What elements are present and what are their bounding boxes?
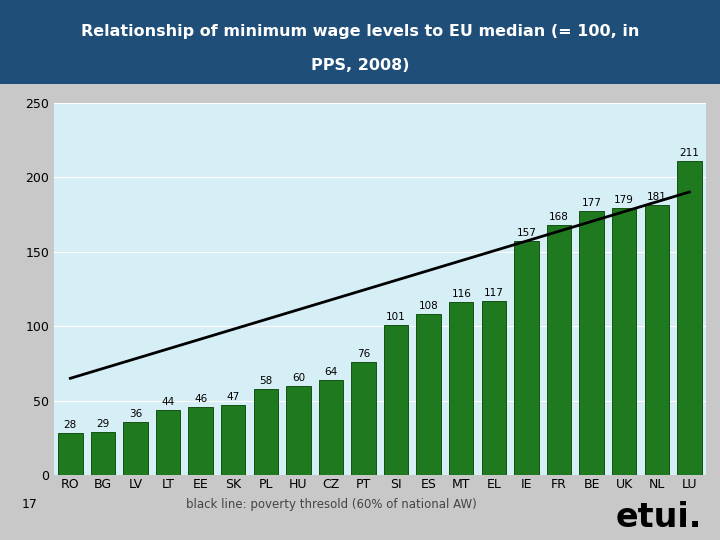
Bar xyxy=(253,389,278,475)
Bar xyxy=(612,208,636,475)
Bar xyxy=(156,410,180,475)
Text: 47: 47 xyxy=(227,392,240,402)
Text: 60: 60 xyxy=(292,373,305,383)
Bar xyxy=(449,302,474,475)
Text: PPS, 2008): PPS, 2008) xyxy=(311,58,409,73)
Text: 76: 76 xyxy=(357,349,370,359)
Bar xyxy=(319,380,343,475)
Bar xyxy=(416,314,441,475)
Text: 116: 116 xyxy=(451,289,471,299)
Text: 101: 101 xyxy=(386,312,406,322)
Text: 157: 157 xyxy=(516,228,536,238)
Text: black line: poverty thresold (60% of national AW): black line: poverty thresold (60% of nat… xyxy=(186,498,477,511)
Bar xyxy=(514,241,539,475)
Text: 58: 58 xyxy=(259,376,272,386)
Text: 179: 179 xyxy=(614,195,634,205)
Text: 64: 64 xyxy=(324,367,338,377)
Text: 29: 29 xyxy=(96,419,109,429)
Bar xyxy=(286,386,310,475)
Bar xyxy=(677,161,701,475)
Bar xyxy=(546,225,571,475)
Text: 117: 117 xyxy=(484,288,504,298)
Bar xyxy=(91,432,115,475)
Text: 17: 17 xyxy=(22,498,37,511)
Text: 181: 181 xyxy=(647,192,667,202)
Text: 28: 28 xyxy=(63,421,77,430)
Text: 44: 44 xyxy=(161,397,175,407)
Text: 211: 211 xyxy=(680,148,699,158)
Bar xyxy=(482,301,506,475)
Bar xyxy=(58,434,83,475)
Text: 36: 36 xyxy=(129,409,142,419)
Bar xyxy=(351,362,376,475)
Text: 168: 168 xyxy=(549,212,569,222)
Bar xyxy=(189,407,213,475)
Text: Relationship of minimum wage levels to EU median (= 100, in: Relationship of minimum wage levels to E… xyxy=(81,24,639,39)
Bar xyxy=(384,325,408,475)
Text: 108: 108 xyxy=(419,301,438,311)
Text: 177: 177 xyxy=(582,198,601,208)
Text: 46: 46 xyxy=(194,394,207,404)
Text: etui.: etui. xyxy=(616,501,702,534)
Bar xyxy=(580,211,604,475)
Bar xyxy=(221,405,246,475)
Bar xyxy=(644,205,669,475)
Bar xyxy=(123,422,148,475)
